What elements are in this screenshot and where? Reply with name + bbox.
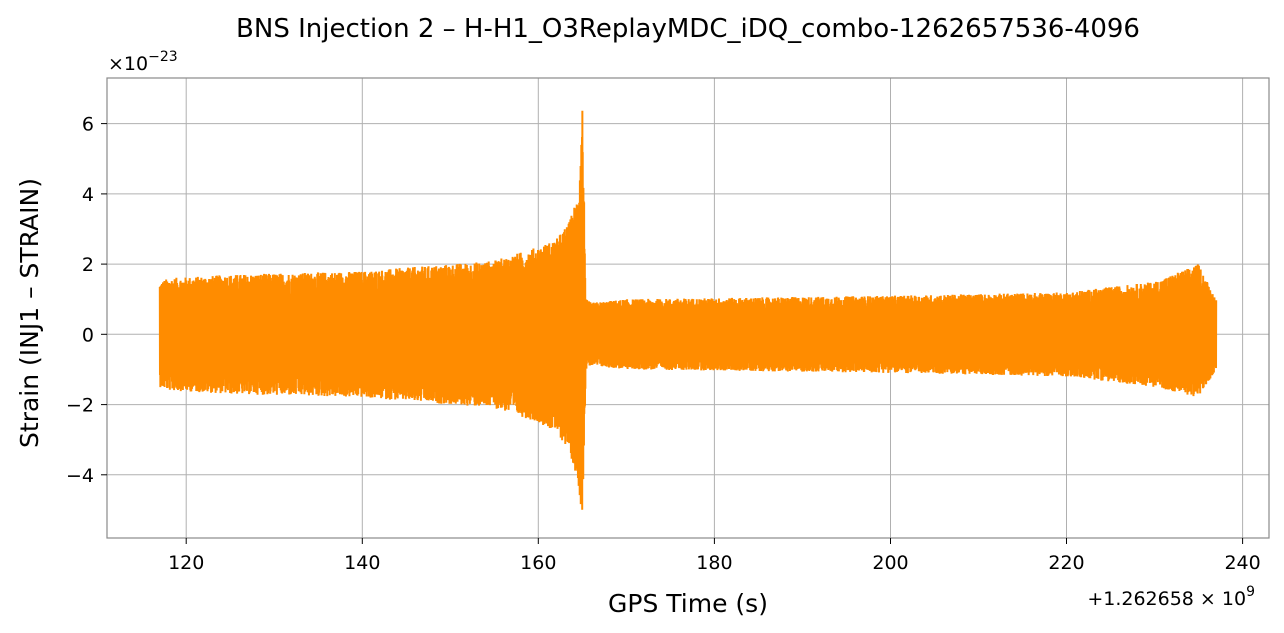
y-axis-label: Strain (INJ1 – STRAIN) [15, 178, 44, 448]
strain-series-line [158, 110, 1218, 510]
y-tick-label: 4 [82, 184, 94, 206]
y-tick-label: 6 [82, 114, 94, 136]
x-tick-label: 180 [696, 552, 732, 574]
chart-title: BNS Injection 2 – H-H1_O3ReplayMDC_iDQ_c… [236, 14, 1140, 44]
x-axis-label: GPS Time (s) [608, 589, 768, 618]
y-scale-base: ×10 [108, 53, 148, 75]
x-tick-label: 220 [1048, 552, 1084, 574]
ticks-group: 120 140 160 180 200 220 240 −4 −2 0 2 4 6 [66, 114, 1261, 574]
y-tick-label: −4 [66, 465, 94, 487]
x-tick-label: 160 [520, 552, 556, 574]
x-offset-exponent: 9 [1246, 584, 1255, 600]
y-tick-label: 0 [82, 324, 94, 346]
x-tick-label: 240 [1224, 552, 1260, 574]
x-tick-label: 200 [872, 552, 908, 574]
y-scale-exponent: −23 [148, 49, 178, 65]
y-tick-label: −2 [66, 395, 94, 417]
plot-frame [106, 77, 1270, 539]
y-scale-label: ×10−23 [108, 49, 178, 75]
x-offset-label: +1.262658 × 109 [1087, 584, 1255, 610]
x-tick-label: 120 [168, 552, 204, 574]
series-group [158, 110, 1218, 510]
x-tick-label: 140 [344, 552, 380, 574]
x-offset-base: +1.262658 × 10 [1087, 588, 1246, 610]
y-tick-label: 2 [82, 254, 94, 276]
